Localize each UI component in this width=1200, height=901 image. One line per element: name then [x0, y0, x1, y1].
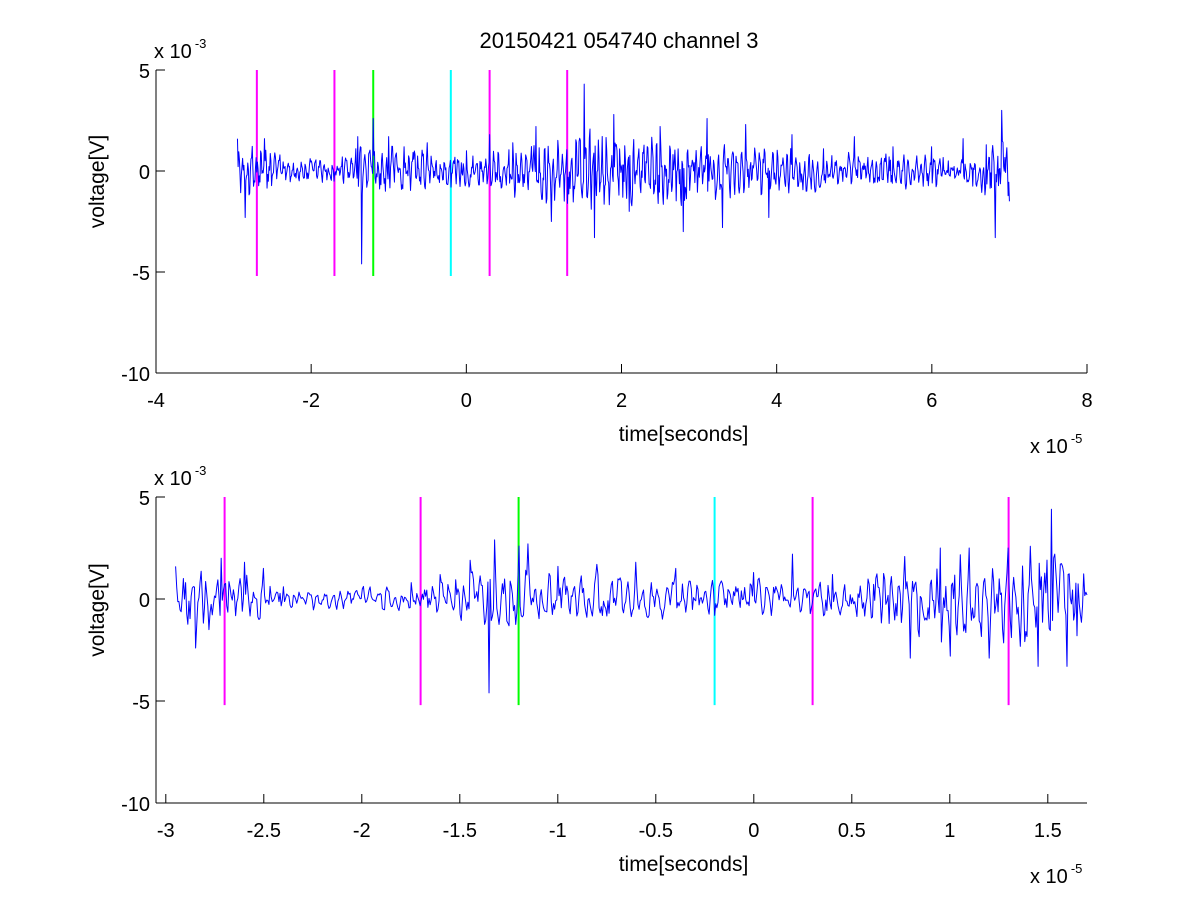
x-tick-label: 4: [771, 390, 782, 412]
x-tick-label: 1: [944, 820, 955, 842]
top-plot: -4 -2 0 2 4 6 8 -10 -5 0 5 time[seconds] voltage[V] x…: [86, 36, 1093, 458]
y-exponent-power: -3: [195, 463, 207, 478]
x-tick-label: -1.5: [443, 820, 477, 842]
x-tick-label: -4: [147, 390, 165, 412]
x-tick-label: -2: [302, 390, 320, 412]
x-tick-label: -3: [157, 820, 175, 842]
y-tick-label: 0: [139, 162, 150, 184]
y-tick-label: -5: [132, 692, 150, 714]
x-tick-label: 0.5: [838, 820, 866, 842]
x-tick-label: -1: [549, 820, 567, 842]
y-tick-label: 0: [139, 590, 150, 612]
y-axis-label: voltage[V]: [86, 135, 109, 228]
x-exponent: x 10 -5: [1030, 861, 1082, 888]
x-tick-label: 1.5: [1034, 820, 1062, 842]
x-tick-label: -2: [353, 820, 371, 842]
y-axis-label: voltage[V]: [86, 563, 109, 656]
x-exponent: x 10 -5: [1030, 431, 1082, 458]
y-tick-label: 5: [139, 61, 150, 83]
x-exponent-power: -5: [1071, 861, 1083, 876]
x-tick-label: 0: [461, 390, 472, 412]
figure-title: 20150421 054740 channel 3: [480, 28, 759, 53]
y-tick-label: -10: [121, 794, 150, 816]
x-axis-label: time[seconds]: [619, 853, 749, 876]
x-exponent-power: -5: [1071, 431, 1083, 446]
x-tick-label: 6: [926, 390, 937, 412]
y-tick-label: -5: [132, 263, 150, 285]
y-exponent-power: -3: [195, 36, 207, 51]
x-tick-label: -0.5: [639, 820, 673, 842]
x-tick-label: 2: [616, 390, 627, 412]
y-tick-label: 5: [139, 488, 150, 510]
y-tick-label: -10: [121, 364, 150, 386]
bottom-plot: -3 -2.5 -2 -1.5 -1 -0.5 0 0.5 1 1.5 -10 -5 0 5 time[se…: [86, 463, 1088, 888]
signal-trace: [236, 83, 1010, 265]
x-tick-label: 0: [748, 820, 759, 842]
x-tick-label: -2.5: [247, 820, 281, 842]
x-axis-label: time[seconds]: [619, 423, 749, 446]
x-tick-label: 8: [1081, 390, 1092, 412]
y-exponent: x 10 -3: [154, 463, 206, 490]
signal-trace: [175, 508, 1088, 694]
y-exponent: x 10 -3: [154, 36, 206, 63]
